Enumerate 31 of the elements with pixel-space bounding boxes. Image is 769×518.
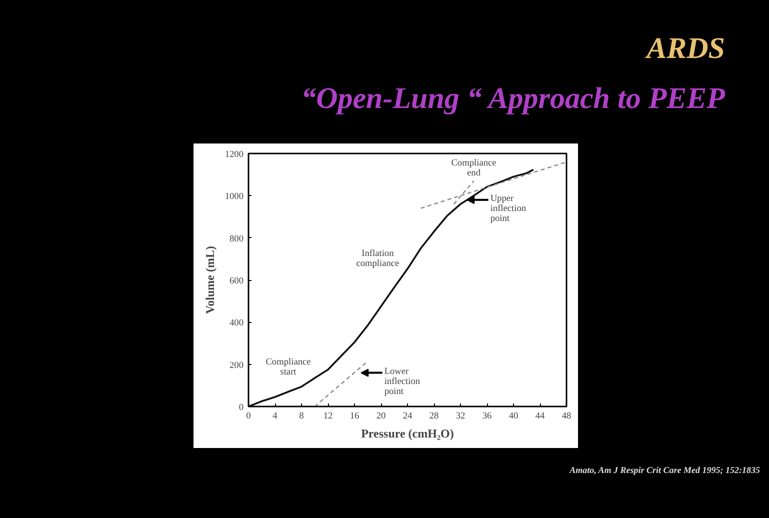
x-tick-label: 36: [482, 412, 492, 422]
x-tick-label: 24: [402, 412, 412, 422]
annotation: Compliance end: [451, 158, 496, 178]
annotation: Lower inflection point: [384, 366, 420, 397]
text: Amato, Am J Respir Crit Care Med 1995; 152:1835: [570, 464, 760, 477]
x-tick-label: 4: [272, 412, 278, 422]
chart-subtitle: “Open-Lung “ Approach to PEEP: [301, 81, 725, 117]
x-tick-label: 8: [299, 412, 304, 422]
y-tick-label: 400: [230, 318, 244, 329]
y-tick-label: 200: [230, 360, 244, 371]
x-tick-label: 32: [456, 412, 466, 422]
x-tick-label: 16: [350, 412, 360, 422]
x-tick-label: 12: [323, 412, 333, 422]
x-tick-label: 48: [562, 412, 572, 422]
y-tick-label: 800: [230, 234, 244, 244]
annotation: Inflation compliance: [356, 248, 400, 269]
y-tick-label: 1200: [224, 150, 244, 160]
x-tick-label: 40: [508, 412, 518, 422]
x-axis-title: Pressure (cmH₂O): [361, 426, 454, 440]
y-tick-label: 0: [238, 403, 244, 413]
x-tick-label: 20: [376, 412, 386, 422]
line-series: [248, 168, 534, 406]
text: ARDS: [646, 31, 725, 67]
y-tick-label: 1000: [224, 192, 244, 202]
y-axis-title: Volume (mL): [202, 246, 217, 314]
x-tick-label: 28: [429, 412, 439, 422]
x-tick-label: 44: [535, 412, 545, 422]
y-tick-label: 600: [230, 276, 244, 286]
annotation: Upper inflection point: [490, 194, 526, 224]
annotation: Compliance start: [266, 357, 311, 378]
x-tick-label: 0: [246, 412, 252, 422]
